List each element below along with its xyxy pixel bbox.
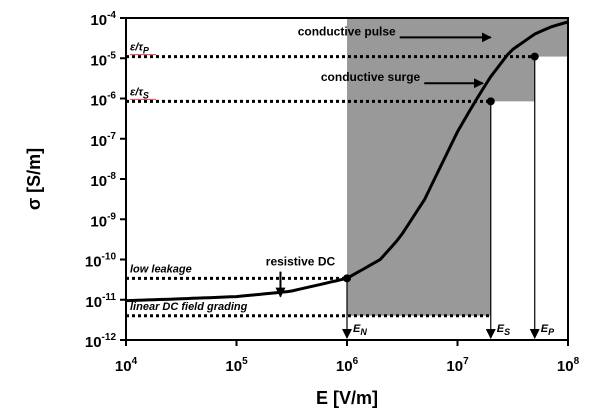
x-tick-label-1: 105: [225, 356, 248, 375]
y-tick-label-7: 10-11: [85, 292, 116, 311]
y-tick-label-8: 10-12: [85, 332, 117, 351]
annotation-label-2: resistive DC: [266, 255, 336, 269]
reference-label-2: low leakage: [130, 263, 192, 275]
annotation-label-0: conductive pulse: [298, 24, 396, 38]
y-axis-title: σ [S/m]: [24, 148, 44, 210]
x-tick-label-3: 107: [446, 356, 469, 375]
data-point-0: [343, 274, 351, 283]
vertical-marker-label-2: EP: [541, 323, 555, 337]
reference-lines-layer: ε/τP ε/τS low leakage linear DC field gradi…: [126, 42, 535, 318]
reference-label-1: ε/τS: [130, 86, 149, 100]
x-axis-title: E [V/m]: [316, 388, 378, 408]
y-axis-ticks: 10-4 10-5 10-6 10-7 10-8 10-9 10-10 10-11 10-12: [85, 10, 126, 351]
y-tick-label-0: 10-4: [90, 10, 116, 29]
data-point-1: [486, 97, 495, 106]
annotations-layer: conductive pulse conductive surge resistiv…: [266, 24, 492, 298]
y-tick-label-5: 10-9: [90, 211, 116, 230]
x-tick-label-4: 108: [557, 356, 580, 375]
y-tick-label-1: 10-5: [90, 50, 116, 69]
unshaded-region-pulse: [534, 56, 568, 340]
y-tick-label-4: 10-8: [90, 171, 116, 190]
reference-label-3: linear DC field grading: [130, 301, 248, 313]
reference-label-0: ε/τP: [130, 42, 150, 56]
vertical-marker-label-1: ES: [497, 323, 510, 337]
y-tick-label-2: 10-6: [90, 91, 116, 110]
y-tick-label-3: 10-7: [90, 131, 116, 150]
annotation-label-1: conductive surge: [321, 70, 421, 84]
x-tick-label-0: 104: [115, 356, 138, 375]
x-tick-label-2: 106: [336, 356, 359, 375]
x-axis-ticks: 104 105 106 107 108: [115, 340, 580, 375]
vertical-marker-label-0: EN: [353, 323, 367, 337]
y-tick-label-6: 10-10: [85, 252, 117, 271]
markers-layer: EN ES EP: [342, 52, 555, 339]
data-point-2: [530, 52, 539, 61]
shaded-region-layer: [347, 18, 568, 340]
